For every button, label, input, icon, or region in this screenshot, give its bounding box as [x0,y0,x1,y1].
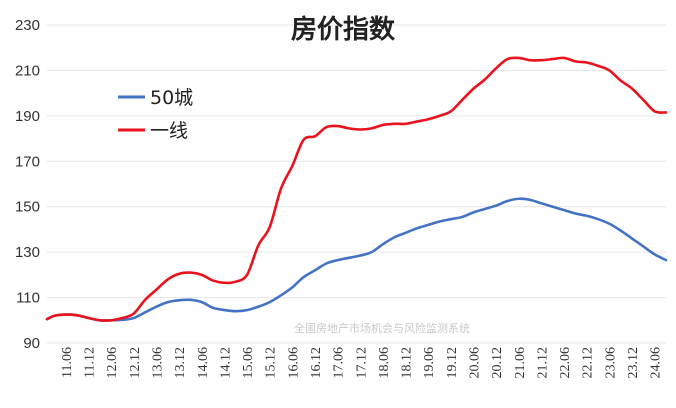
y-tick-label: 110 [16,290,40,307]
legend-label-50-cities: 50城 [150,87,193,109]
x-tick-label: 16.06 [286,347,301,379]
x-tick-label: 14.06 [196,347,211,379]
legend-label-tier-one: 一线 [150,120,188,142]
x-tick-label: 19.06 [422,347,437,379]
series-line-tier-one [45,56,668,322]
x-tick-label: 23.06 [603,347,618,379]
x-tick-label: 17.06 [332,347,347,379]
x-tick-label: 16.12 [309,347,324,379]
x-tick-label: 12.06 [105,347,120,379]
y-tick-label: 130 [15,244,40,261]
x-tick-label: 11.12 [83,347,98,378]
x-tick-label: 13.06 [150,347,165,379]
chart-title: 房价指数 [291,15,396,45]
x-tick-label: 18.12 [400,347,415,379]
y-axis: 90 110 130 150 170 190 210 230 [15,17,40,352]
x-tick-label: 15.12 [264,347,279,379]
x-tick-label: 14.12 [218,347,233,379]
x-axis: 11.06 11.12 12.06 12.12 13.06 13.12 14.06 14.12… [60,347,664,379]
series-line-50-cities [45,197,668,322]
x-tick-label: 15.06 [241,347,256,379]
y-tick-label: 230 [15,17,40,34]
watermark: 全国房地产市场机会与风险监测系统 [294,321,470,335]
y-tick-label: 90 [23,335,40,352]
x-tick-label: 12.12 [128,347,143,379]
x-tick-label: 17.12 [354,347,369,379]
x-tick-label: 21.06 [513,347,528,379]
x-tick-label: 22.06 [558,347,573,379]
plot-area [45,56,668,322]
x-tick-label: 24.06 [649,347,664,379]
x-tick-label: 20.06 [468,347,483,379]
y-tick-label: 170 [15,153,40,170]
y-tick-label: 190 [15,108,40,125]
x-tick-label: 19.12 [445,347,460,379]
x-tick-label: 13.12 [173,347,188,379]
x-tick-label: 21.12 [535,347,550,379]
x-tick-label: 20.12 [490,347,505,379]
x-tick-label: 23.12 [626,347,641,379]
legend: 50城 一线 [118,87,193,142]
x-tick-label: 11.06 [60,347,75,378]
x-tick-label: 22.12 [581,347,596,379]
x-tick-label: 18.06 [377,347,392,379]
y-tick-label: 210 [15,62,40,79]
grid [47,24,666,344]
y-tick-label: 150 [15,199,40,216]
